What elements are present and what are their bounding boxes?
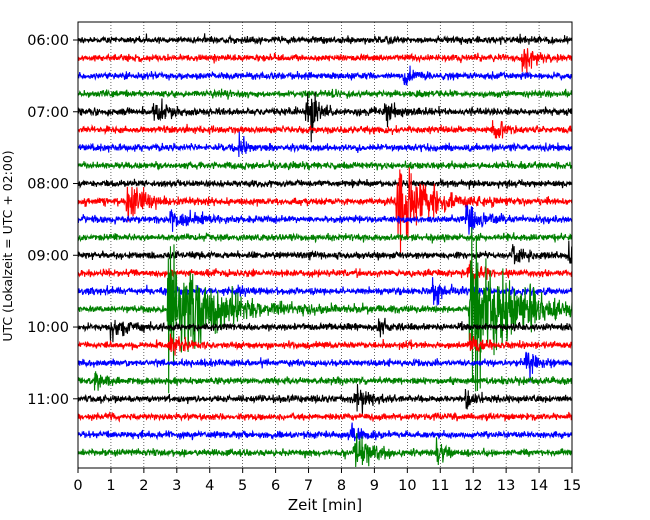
x-tick-label: 11 [431,478,449,494]
x-axis-ticks: 0 1 2 3 4 5 6 7 8 9 10 11 12 13 14 15 [73,468,581,494]
x-tick-label: 6 [271,478,280,494]
trace-0745 [77,159,573,171]
trace-1030 [77,351,573,383]
trace-0715 [77,120,573,139]
x-tick-label: 4 [205,478,214,494]
plot-frame [77,21,573,469]
x-tick-label: 2 [139,478,148,494]
trace-0700 [77,91,573,143]
trace-1115 [77,411,573,423]
trace-0830 [77,204,573,235]
x-tick-label: 9 [370,478,379,494]
x-tick-label: 8 [337,478,346,494]
x-tick-label: 5 [238,478,247,494]
trace-1015 [77,332,573,356]
y-axis-ticks: 06:00 07:00 08:00 09:00 10:00 11:00 [27,33,78,408]
trace-0815 [77,167,573,257]
seismogram-traces [77,33,573,468]
y-tick-label: 10:00 [27,320,69,336]
trace-0900 [77,240,573,265]
trace-0600 [77,33,573,46]
trace-0800 [77,178,573,190]
trace-1045 [77,371,573,391]
x-axis-label: Zeit [min] [288,496,362,514]
x-tick-label: 14 [530,478,548,494]
trace-0630 [77,65,573,86]
trace-1145 [77,432,573,468]
trace-1100 [77,384,573,415]
y-axis-label: UTC (Lokalzeit = UTC + 02:00) [0,150,15,341]
y-tick-label: 08:00 [27,177,69,193]
trace-1000 [77,317,573,343]
x-tick-label: 13 [497,478,515,494]
y-tick-label: 11:00 [27,392,69,408]
x-grid [110,22,540,468]
x-tick-label: 0 [73,478,82,494]
trace-0730 [77,131,573,157]
x-tick-label: 7 [304,478,313,494]
trace-0615 [77,48,573,74]
x-tick-label: 12 [464,478,482,494]
y-tick-label: 09:00 [27,248,69,264]
trace-0645 [77,88,573,100]
x-tick-label: 15 [563,478,581,494]
y-tick-label: 06:00 [27,33,69,49]
trace-0845 [77,232,573,244]
x-tick-label: 3 [172,478,181,494]
x-tick-label: 10 [398,478,416,494]
trace-0945 [77,227,573,394]
y-tick-label: 07:00 [27,105,69,121]
x-tick-label: 1 [106,478,115,494]
trace-1130 [77,422,573,442]
trace-0915 [77,260,573,287]
